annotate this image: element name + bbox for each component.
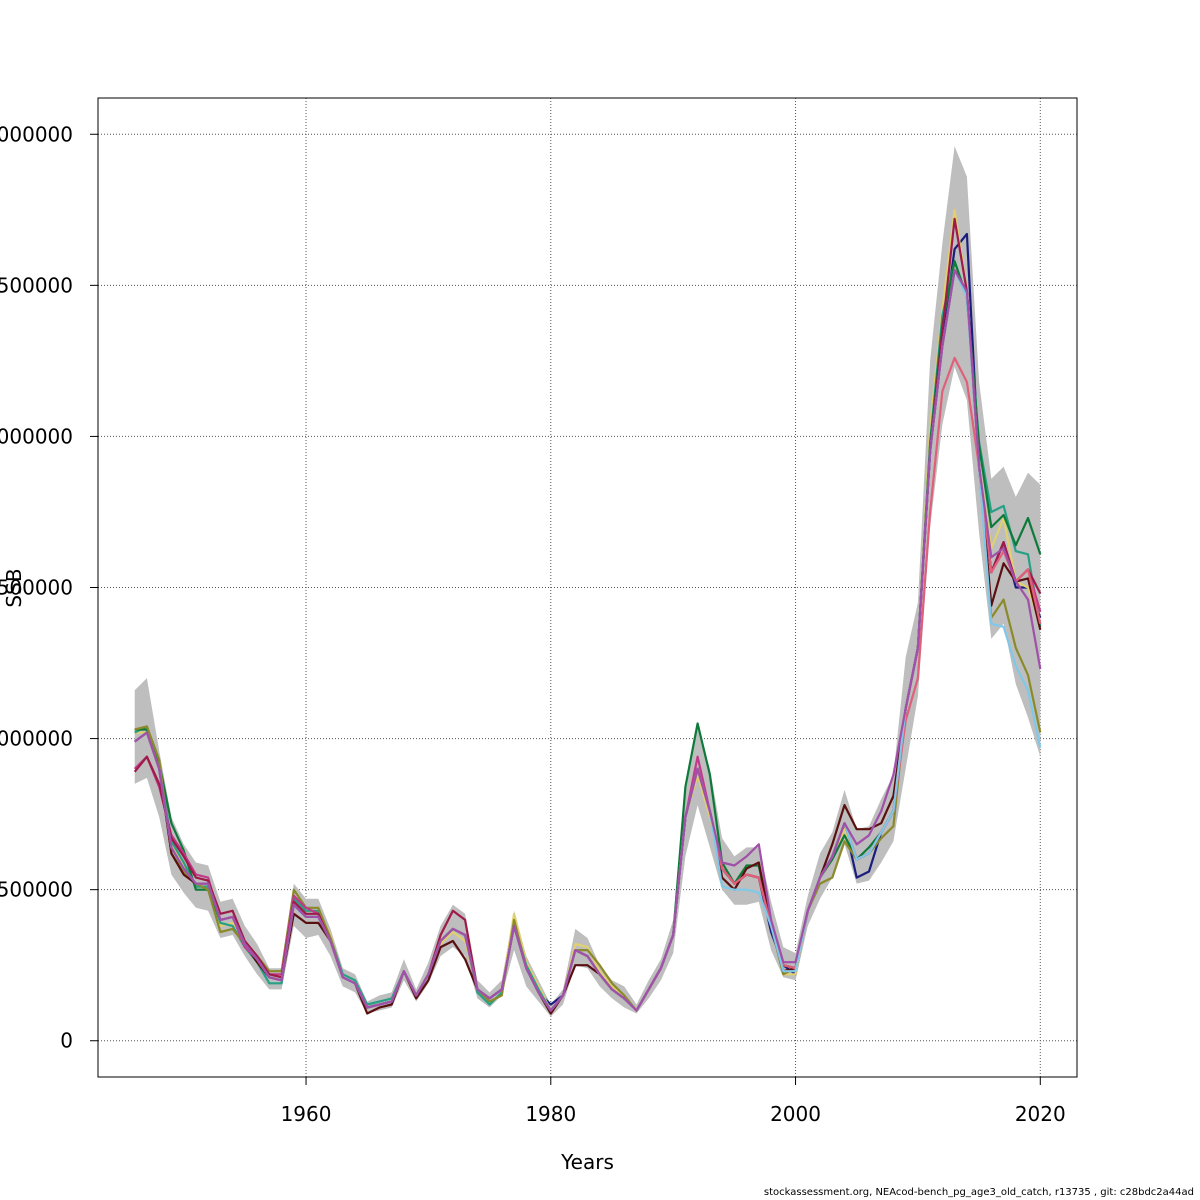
series-line-3: [134, 260, 1042, 1012]
x-tick-label: 2020: [1015, 1102, 1066, 1126]
x-tick-label: 1960: [281, 1102, 332, 1126]
confidence-band-layer: [134, 146, 1041, 1017]
series-line-1: [134, 232, 1042, 1012]
x-tick-label: 1980: [525, 1102, 576, 1126]
series-line-10: [134, 269, 1042, 1012]
y-tick-label: 0: [60, 1029, 73, 1053]
series-line-7: [133, 269, 1042, 1012]
y-tick-label: 3000000: [0, 122, 73, 146]
series-line-8: [133, 217, 1042, 1012]
series-line-11: [134, 269, 1042, 1012]
x-axis-title: Years: [560, 1150, 614, 1174]
y-tick-label: 2500000: [0, 273, 73, 297]
series-line-5: [134, 269, 1042, 1012]
series-line-6: [134, 269, 1042, 1015]
series-line-2: [134, 208, 1042, 1012]
footer-credit: stockassessment.org, NEAcod-bench_pg_age…: [763, 1187, 1194, 1198]
series-line-4: [134, 260, 1042, 1012]
y-axis-title: SSB: [2, 568, 26, 607]
y-tick-label: 1500000: [0, 576, 73, 600]
y-tick-label: 1000000: [0, 727, 73, 751]
confidence-band: [134, 146, 1041, 1017]
x-tick-label: 2000: [770, 1102, 821, 1126]
y-tick-label: 500000: [0, 878, 73, 902]
series-lines-layer: [133, 208, 1042, 1015]
y-axis: 0 500000 1000000 1500000 2000000 2500000 30000…: [0, 122, 98, 1053]
y-tick-label: 2000000: [0, 424, 73, 448]
x-axis: 1960 1980 2000 2020: [281, 1077, 1066, 1126]
